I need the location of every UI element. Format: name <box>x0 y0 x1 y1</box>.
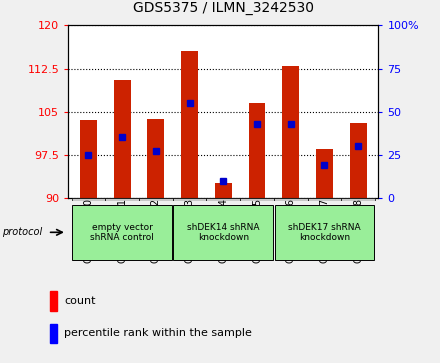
Text: shDEK17 shRNA
knockdown: shDEK17 shRNA knockdown <box>288 223 361 242</box>
Bar <box>72 198 105 201</box>
Bar <box>80 120 97 198</box>
Bar <box>282 66 299 198</box>
Text: shDEK14 shRNA
knockdown: shDEK14 shRNA knockdown <box>187 223 260 242</box>
Text: GSM1486441: GSM1486441 <box>117 198 127 263</box>
Text: empty vector
shRNA control: empty vector shRNA control <box>90 223 154 242</box>
Text: GSM1486447: GSM1486447 <box>319 198 330 263</box>
Text: count: count <box>64 296 95 306</box>
Bar <box>173 198 206 201</box>
Text: GSM1486443: GSM1486443 <box>185 198 194 263</box>
Bar <box>275 205 374 260</box>
Text: GSM1486445: GSM1486445 <box>252 198 262 263</box>
Bar <box>206 198 240 201</box>
Text: GSM1486444: GSM1486444 <box>218 198 228 263</box>
Bar <box>105 198 139 201</box>
Bar <box>215 183 232 198</box>
Bar <box>240 198 274 201</box>
Text: GSM1486448: GSM1486448 <box>353 198 363 263</box>
Bar <box>139 198 173 201</box>
Text: GSM1486440: GSM1486440 <box>84 198 93 263</box>
Bar <box>316 149 333 198</box>
Bar <box>173 205 273 260</box>
Bar <box>50 291 58 311</box>
Text: GDS5375 / ILMN_3242530: GDS5375 / ILMN_3242530 <box>133 0 314 15</box>
Bar <box>341 198 375 201</box>
Text: GSM1486446: GSM1486446 <box>286 198 296 263</box>
Text: GSM1486442: GSM1486442 <box>151 198 161 263</box>
Bar <box>350 123 367 198</box>
Bar <box>249 103 265 198</box>
Text: protocol: protocol <box>2 227 42 237</box>
Bar <box>181 51 198 198</box>
Bar <box>147 119 164 198</box>
Bar <box>274 198 308 201</box>
Bar <box>114 80 131 198</box>
Bar <box>50 324 58 343</box>
Bar <box>72 205 172 260</box>
Bar <box>308 198 341 201</box>
Text: percentile rank within the sample: percentile rank within the sample <box>64 329 252 338</box>
